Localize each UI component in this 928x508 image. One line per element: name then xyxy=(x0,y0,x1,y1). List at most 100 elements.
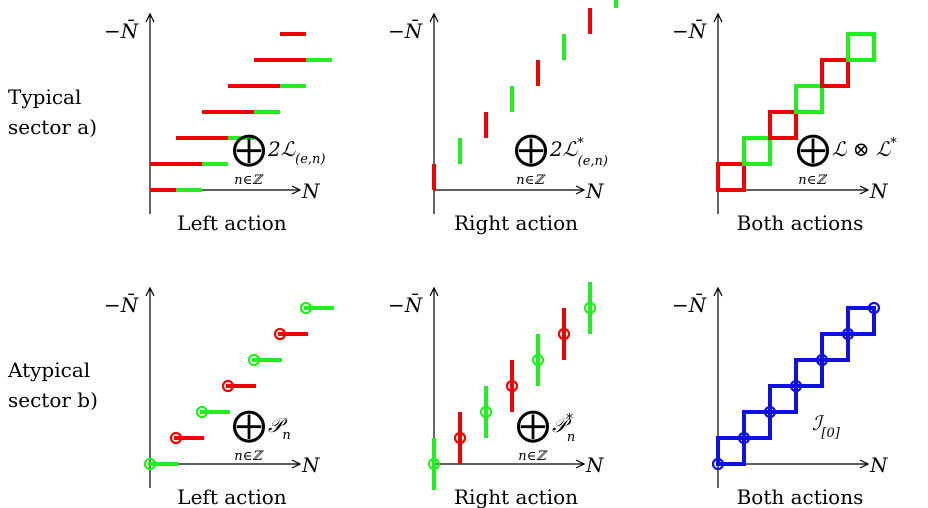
sum-index: n∈ℤ xyxy=(234,449,264,464)
vertical-axis-label: −N̄ xyxy=(104,18,140,43)
green-endpoint xyxy=(479,405,493,419)
formula-subscript: (e,n) xyxy=(578,154,608,169)
horizontal-axis-arrow xyxy=(291,185,302,195)
red-square xyxy=(820,58,850,88)
red-endpoint xyxy=(557,327,571,341)
vertical-axis-arrow xyxy=(145,286,155,297)
horizontal-axis-arrow xyxy=(575,459,586,469)
red-endpoint xyxy=(453,431,467,445)
row-label-typical: Typical sector a) xyxy=(8,85,97,139)
green-square xyxy=(846,32,876,62)
formula-subscript: (e,n) xyxy=(295,152,325,167)
sum-index: n∈ℤ xyxy=(234,173,264,188)
blue-endpoint xyxy=(841,327,855,341)
blue-square xyxy=(768,384,798,414)
direct-sum-symbol: ⨁ xyxy=(514,129,548,169)
panel-4: N −N̄ Left action ⨁ n∈ℤ 𝒫n xyxy=(104,286,334,508)
direct-sum-symbol: ⨁ xyxy=(232,405,266,445)
panel-caption: Left action xyxy=(177,485,287,508)
red-endpoint xyxy=(221,379,235,393)
horizontal-axis-label: N xyxy=(585,453,605,477)
row-label-atypical: Atypical sector b) xyxy=(7,358,98,412)
blue-endpoint xyxy=(763,405,777,419)
panel-1: N −N̄ Left action ⨁ n∈ℤ2ℒ(e,n) xyxy=(104,12,332,235)
vertical-axis-arrow xyxy=(145,12,155,23)
blue-endpoint xyxy=(867,301,881,315)
blue-endpoint xyxy=(789,379,803,393)
panel-caption: Right action xyxy=(454,211,578,235)
blue-square xyxy=(820,332,850,362)
blue-endpoint xyxy=(711,457,725,471)
horizontal-axis-arrow xyxy=(859,459,870,469)
red-endpoint xyxy=(505,379,519,393)
red-square xyxy=(716,162,746,192)
formula-subscript: n xyxy=(282,428,290,443)
formula-subscript: n xyxy=(567,430,575,445)
horizontal-axis-label: N xyxy=(301,179,321,203)
horizontal-axis-arrow xyxy=(575,185,586,195)
formula-term: 2ℒ* (e,n) xyxy=(549,136,608,169)
horizontal-axis-label: N xyxy=(585,179,605,203)
sum-index: n∈ℤ xyxy=(516,173,546,188)
blue-square xyxy=(716,436,746,466)
horizontal-axis-label: N xyxy=(869,453,889,477)
blue-endpoint xyxy=(737,431,751,445)
green-square xyxy=(794,84,824,114)
row-label-typical-line1: Typical xyxy=(8,85,81,109)
red-endpoint xyxy=(169,431,183,445)
formula-superscript: * xyxy=(566,412,573,427)
horizontal-axis-arrow xyxy=(859,185,870,195)
sum-index: n∈ℤ xyxy=(798,173,828,188)
formula-subscript: [0] xyxy=(821,426,840,441)
vertical-axis-arrow xyxy=(429,286,439,297)
vertical-axis-label: −N̄ xyxy=(388,18,424,43)
formula-superscript: * xyxy=(577,136,584,151)
row-label-atypical-line2: sector b) xyxy=(8,388,98,412)
formula-term: 2ℒ(e,n) xyxy=(267,137,325,167)
panel-caption: Both actions xyxy=(737,485,864,508)
green-endpoint xyxy=(247,353,261,367)
green-endpoint xyxy=(427,457,441,471)
green-endpoint xyxy=(531,353,545,367)
row-label-typical-line2: sector a) xyxy=(8,115,97,139)
vertical-axis-label: −N̄ xyxy=(104,292,140,317)
formula-superscript: * xyxy=(890,136,897,151)
vertical-axis-arrow xyxy=(713,286,723,297)
blue-square xyxy=(742,410,772,440)
green-endpoint xyxy=(583,301,597,315)
horizontal-axis-label: N xyxy=(301,453,321,477)
direct-sum-symbol: ⨁ xyxy=(232,129,266,169)
panel-6: N −N̄ Both actions ℐ[0] xyxy=(672,286,889,508)
formula-term: ℐ[0] xyxy=(812,411,841,441)
vertical-axis-arrow xyxy=(429,12,439,23)
red-endpoint xyxy=(273,327,287,341)
sum-index: n∈ℤ xyxy=(518,449,548,464)
blue-square xyxy=(846,306,876,336)
row-label-atypical-line1: Atypical xyxy=(7,358,90,382)
blue-endpoint xyxy=(815,353,829,367)
direct-sum-symbol: ⨁ xyxy=(516,405,550,445)
panel-caption: Both actions xyxy=(737,211,864,235)
green-square xyxy=(742,136,772,166)
vertical-axis-label: −N̄ xyxy=(388,292,424,317)
green-endpoint xyxy=(195,405,209,419)
vertical-axis-label: −N̄ xyxy=(672,18,708,43)
horizontal-axis-arrow xyxy=(291,459,302,469)
blue-square xyxy=(794,358,824,388)
vertical-axis-label: −N̄ xyxy=(672,292,708,317)
panel-5: N−N̄Right action⨁n∈ℤ𝒫* n xyxy=(388,282,605,508)
horizontal-axis-label: N xyxy=(869,179,889,203)
green-endpoint xyxy=(143,457,157,471)
panel-3: N −N̄ Both actions ⨁ n∈ℤ ℒ ⊗ ℒ* xyxy=(672,12,897,235)
formula-term: 𝒫n xyxy=(268,413,291,443)
red-square xyxy=(768,110,798,140)
panel-2: N−N̄Right action⨁n∈ℤ2ℒ* (e,n) xyxy=(388,0,618,235)
green-endpoint xyxy=(299,301,313,315)
formula-term: ℒ ⊗ ℒ* xyxy=(832,136,897,161)
panel-caption: Right action xyxy=(454,485,578,508)
direct-sum-symbol: ⨁ xyxy=(796,129,830,169)
panel-caption: Left action xyxy=(177,211,287,235)
vertical-axis-arrow xyxy=(713,12,723,23)
formula-term: 𝒫* n xyxy=(552,412,575,445)
